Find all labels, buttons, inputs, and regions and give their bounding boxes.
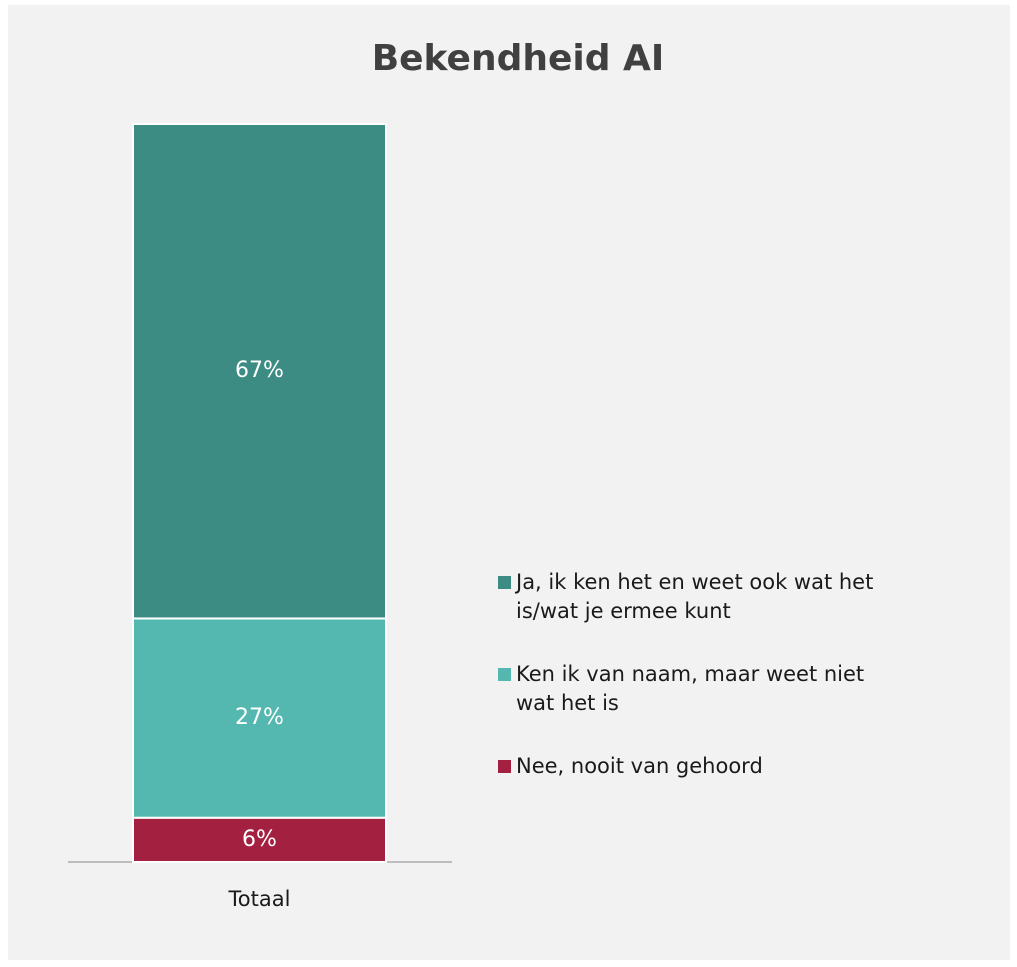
value-label: 67% <box>235 358 284 383</box>
bar-segment <box>132 123 387 620</box>
value-label: 27% <box>235 705 284 730</box>
legend-entry: Nee, nooit van gehoord <box>498 752 898 781</box>
value-label: 6% <box>242 827 277 852</box>
legend-label: Ja, ik ken het en weet ook wat het is/wa… <box>516 570 874 623</box>
legend-swatch <box>498 668 511 681</box>
bar-segment <box>132 617 387 819</box>
legend-swatch <box>498 760 511 773</box>
legend: Ja, ik ken het en weet ook wat het is/wa… <box>498 568 898 815</box>
bar-segment <box>132 816 387 863</box>
x-tick-label: Totaal <box>228 887 291 911</box>
legend-entry: Ja, ik ken het en weet ook wat het is/wa… <box>498 568 898 626</box>
legend-label: Ken ik van naam, maar weet niet wat het … <box>516 662 865 715</box>
chart-title: Bekendheid AI <box>372 38 665 79</box>
legend-entry: Ken ik van naam, maar weet niet wat het … <box>498 660 898 718</box>
legend-label: Nee, nooit van gehoord <box>516 754 763 778</box>
legend-swatch <box>498 576 511 589</box>
